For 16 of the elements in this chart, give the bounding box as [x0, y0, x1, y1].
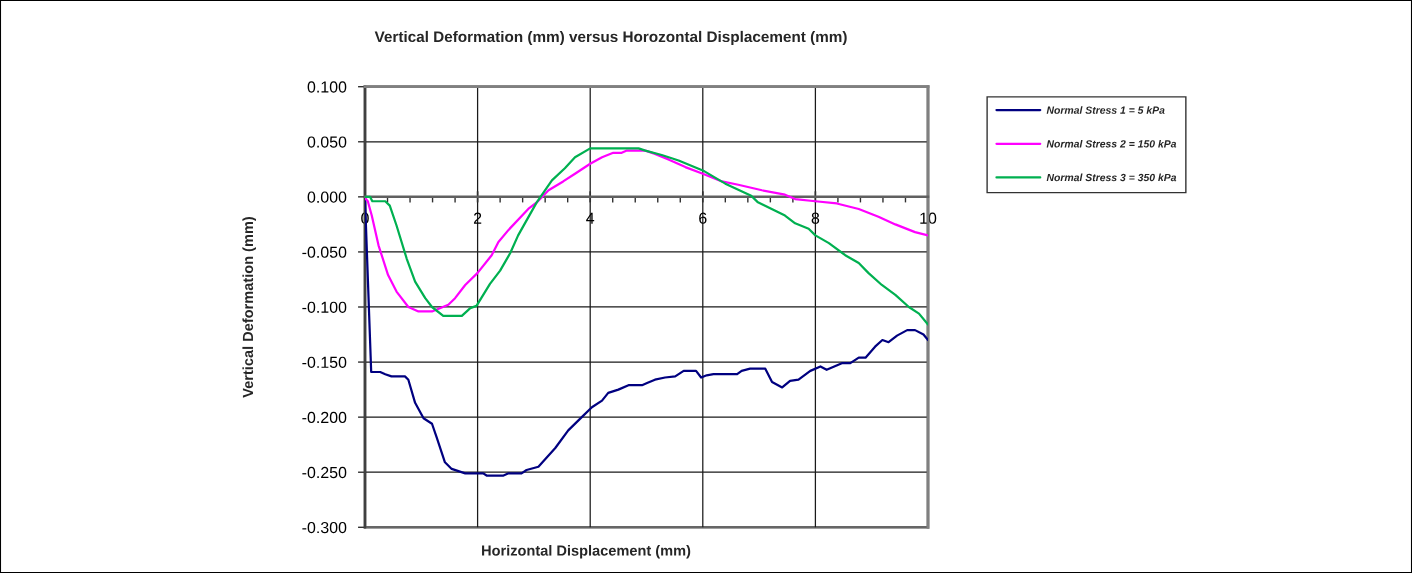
y-tick-label: -0.100 [302, 301, 347, 313]
legend-label: Normal Stress 2 = 150 kPa [1046, 139, 1177, 148]
y-tick-label: -0.250 [302, 466, 347, 479]
legend-label: Normal Stress 3 = 350 kPa [1046, 173, 1177, 182]
y-axis-title: Vertical Deformation (mm) [242, 216, 256, 398]
y-tick-label: 0.100 [307, 81, 347, 93]
y-tick-label: -0.200 [302, 411, 347, 424]
x-tick-label: 10 [920, 212, 937, 224]
chart-title: Vertical Deformation (mm) versus Horozontal Displacement (mm) [374, 30, 847, 46]
y-tick-label: 0.000 [307, 191, 347, 203]
y-tick-label: -0.050 [302, 246, 347, 258]
x-axis-title: Horizontal Displacement (mm) [482, 545, 691, 559]
y-tick-label: -0.150 [302, 356, 347, 369]
y-tick-label: 0.050 [307, 136, 347, 148]
legend-label: Normal Stress 1 = 5 kPa [1046, 106, 1165, 114]
y-tick-label: -0.300 [302, 521, 347, 534]
